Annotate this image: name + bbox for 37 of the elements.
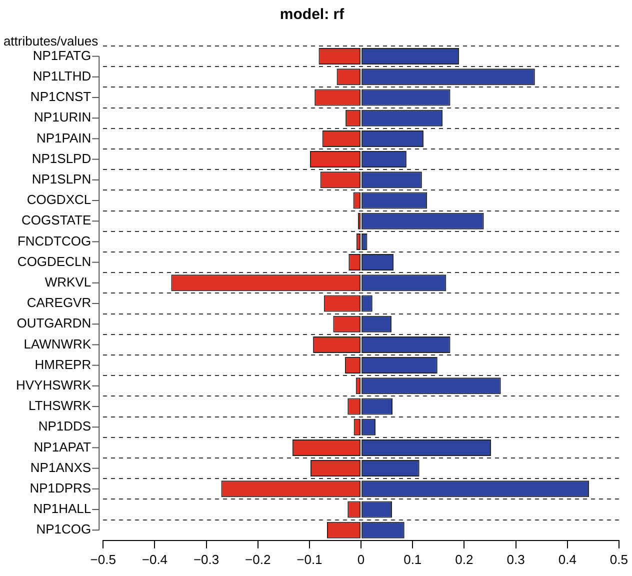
y-tick-label: NP1PAIN	[36, 130, 92, 146]
y-tick-label: HMREPR	[34, 356, 92, 372]
y-tick-label: LAWNWRK	[24, 336, 92, 352]
y-tick-label: CAREGVR	[26, 295, 92, 310]
y-tick-label: NP1LTHD	[32, 68, 92, 84]
x-tick-label: 0	[357, 552, 365, 567]
y-tick-label: HVYHSWRK	[16, 377, 92, 392]
x-tick-label: −0.5	[90, 552, 116, 567]
x-tick-label: 0.4	[558, 552, 576, 567]
y-tick-label: FNCDTCOG	[17, 233, 92, 248]
y-tick-label: NP1DDS	[38, 418, 92, 434]
y-tick-label: NP1COG	[36, 522, 92, 537]
x-tick-label: −0.4	[142, 552, 168, 567]
y-tick-label: COGDECLN	[17, 254, 92, 269]
x-tick-label: 0.1	[404, 552, 422, 567]
x-tick-label: −0.1	[296, 552, 322, 567]
y-tick-label: WRKVL	[44, 274, 92, 290]
x-tick-label: 0.3	[506, 552, 525, 567]
y-tick-label: NP1CNST	[30, 89, 92, 104]
x-tick-label: −0.3	[193, 552, 220, 567]
y-tick-label: NP1DPRS	[30, 480, 92, 496]
chart-title: model: rf	[280, 6, 346, 24]
x-tick-label: 0.5	[610, 552, 628, 567]
y-tick-label: NP1SLPD	[32, 150, 92, 166]
y-tick-label: NP1FATG	[32, 48, 92, 63]
y-tick-label: NP1URIN	[34, 110, 92, 125]
y-tick-label: LTHSWRK	[28, 398, 92, 414]
y-tick-label: NP1HALL	[33, 501, 92, 516]
x-tick-label: 0.2	[455, 552, 474, 567]
y-tick-label: OUTGARDN	[16, 316, 92, 331]
y-tick-label: COGDXCL	[26, 192, 92, 208]
y-tick-label: NP1APAT	[34, 439, 92, 454]
x-tick-label: −0.2	[245, 552, 271, 567]
y-axis-title: attributes/values	[3, 34, 99, 49]
y-tick-label: NP1SLPN	[32, 171, 92, 186]
y-tick-label: NP1ANXS	[30, 460, 92, 475]
y-tick-label: COGSTATE	[22, 212, 92, 228]
